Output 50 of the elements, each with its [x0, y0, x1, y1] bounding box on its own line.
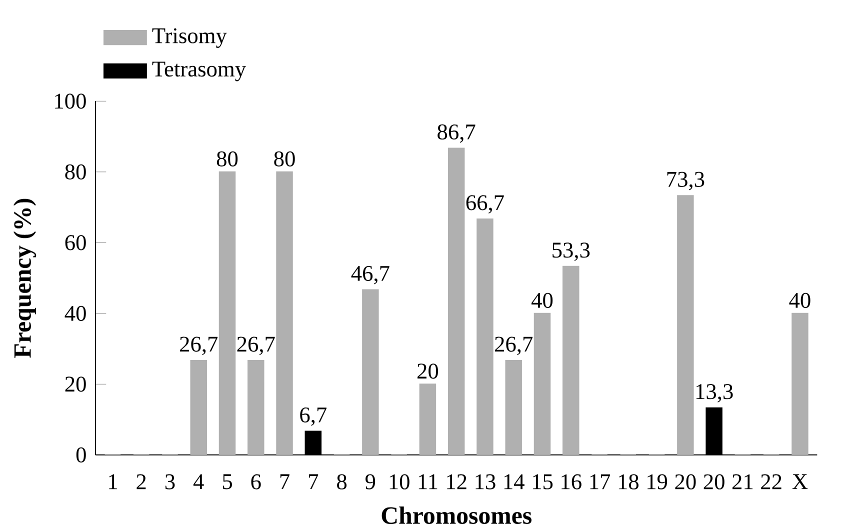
x-tick-label: 8 — [337, 474, 347, 490]
x-tick-label: 11 — [418, 474, 438, 489]
x-tick-label: 5 — [222, 474, 232, 490]
x-tick-label: 21 — [732, 474, 753, 490]
data-label: 26,7 — [495, 336, 533, 355]
x-tick-label: 18 — [618, 474, 638, 490]
x-axis-title: Chromosomes — [382, 506, 532, 524]
data-label: 13,3 — [696, 384, 733, 402]
x-tick-label: 1 — [109, 474, 117, 489]
x-tick-label: 20 — [675, 474, 696, 490]
y-tick-label: 0 — [76, 447, 86, 462]
x-tick-label: 4 — [193, 474, 204, 489]
x-tick-label: 14 — [504, 474, 524, 489]
x-tick-label: 10 — [390, 474, 410, 490]
x-tick-label: 19 — [648, 474, 668, 490]
y-axis-title: Frequency (%) — [13, 198, 36, 358]
x-tick-label: 6 — [251, 474, 261, 490]
x-tick-label: 9 — [366, 474, 376, 490]
y-tick-label: 60 — [65, 235, 86, 250]
data-label: 46,7 — [351, 266, 390, 284]
data-label: 40 — [531, 292, 553, 308]
data-label: 26,7 — [180, 336, 218, 355]
legend-label: Trisomy — [152, 28, 227, 48]
y-tick-label: 20 — [65, 376, 86, 392]
data-label: 80 — [216, 151, 238, 166]
x-tick-label: 20 — [704, 474, 724, 490]
x-tick-label: 2 — [136, 474, 146, 490]
data-label: 40 — [789, 292, 810, 308]
x-tick-label: 17 — [590, 474, 610, 489]
data-label: 6,7 — [300, 407, 326, 426]
data-label: 53,3 — [552, 242, 590, 261]
x-tick-label: 3 — [165, 474, 175, 490]
x-tick-label: 7 — [309, 474, 318, 489]
y-tick-label: 80 — [65, 164, 86, 180]
x-tick-label: 15 — [533, 474, 553, 490]
data-label: 66,7 — [466, 195, 504, 214]
x-tick-label: 7 — [280, 474, 290, 489]
x-tick-label: 16 — [562, 474, 582, 490]
x-tick-label: X — [792, 474, 808, 489]
y-tick-label: 40 — [64, 306, 86, 321]
y-tick-label: 100 — [55, 94, 86, 109]
data-label: 80 — [274, 151, 295, 166]
legend-label: Tetrasomy — [152, 62, 246, 82]
data-label: 26,7 — [237, 336, 275, 355]
data-label: 86,7 — [438, 124, 476, 143]
x-tick-label: 12 — [447, 474, 466, 490]
data-label: 20 — [417, 363, 438, 379]
x-tick-label: 13 — [476, 474, 496, 490]
data-label: 73,3 — [667, 172, 704, 190]
x-tick-label: 22 — [761, 474, 782, 490]
